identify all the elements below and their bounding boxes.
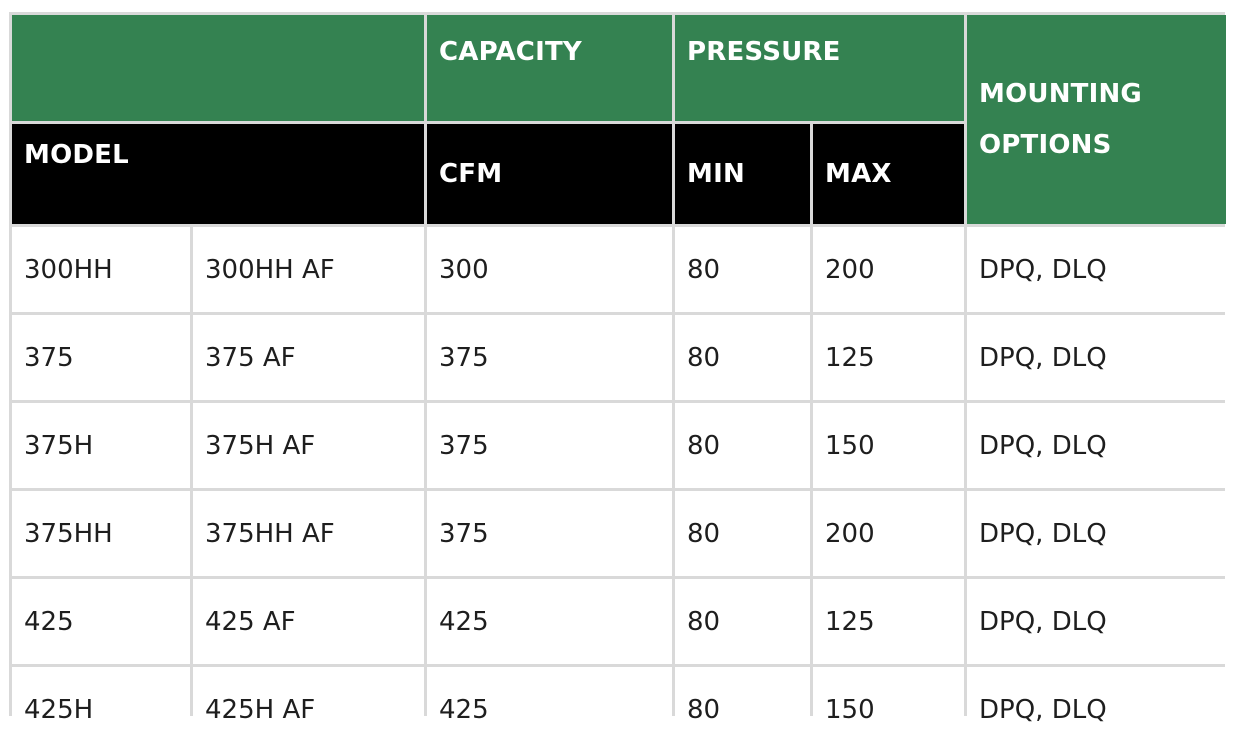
cell-mounting: DPQ, DLQ bbox=[967, 403, 1226, 488]
cell-min: 80 bbox=[675, 579, 810, 664]
cell-max: 125 bbox=[813, 315, 964, 400]
cell-max: 200 bbox=[813, 491, 964, 576]
cell-max: 200 bbox=[813, 227, 964, 312]
cell-min: 80 bbox=[675, 667, 810, 752]
specs-table: CAPACITY PRESSURE MOUNTING OPTIONS MODEL… bbox=[9, 12, 1229, 755]
cell-max: 150 bbox=[813, 667, 964, 752]
header-pressure: PRESSURE bbox=[675, 15, 964, 121]
cell-cfm: 375 bbox=[427, 403, 672, 488]
cell-min: 80 bbox=[675, 315, 810, 400]
cell-mounting: DPQ, DLQ bbox=[967, 227, 1226, 312]
cell-model: 425 bbox=[12, 579, 190, 664]
cell-model: 375HH bbox=[12, 491, 190, 576]
cell-model-af: 375H AF bbox=[193, 403, 424, 488]
cell-cfm: 425 bbox=[427, 579, 672, 664]
header-capacity: CAPACITY bbox=[427, 15, 672, 121]
cell-min: 80 bbox=[675, 403, 810, 488]
cell-cfm: 375 bbox=[427, 315, 672, 400]
cell-cfm: 375 bbox=[427, 491, 672, 576]
header-blank-cell bbox=[12, 15, 424, 121]
table-row: 375HH 375HH AF 375 80 200 DPQ, DLQ bbox=[12, 491, 1226, 576]
table-row: 375H 375H AF 375 80 150 DPQ, DLQ bbox=[12, 403, 1226, 488]
cell-model: 375H bbox=[12, 403, 190, 488]
cell-model-af: 425H AF bbox=[193, 667, 424, 752]
cell-model: 425H bbox=[12, 667, 190, 752]
header-cfm: CFM bbox=[427, 124, 672, 224]
cell-model-af: 425 AF bbox=[193, 579, 424, 664]
cell-mounting: DPQ, DLQ bbox=[967, 667, 1226, 752]
header-mounting-options: MOUNTING OPTIONS bbox=[967, 15, 1226, 224]
table-row: 375 375 AF 375 80 125 DPQ, DLQ bbox=[12, 315, 1226, 400]
cell-cfm: 425 bbox=[427, 667, 672, 752]
cell-mounting: DPQ, DLQ bbox=[967, 315, 1226, 400]
header-row-bottom: MODEL CFM MIN MAX bbox=[12, 124, 1226, 224]
header-max: MAX bbox=[813, 124, 964, 224]
cell-model-af: 300HH AF bbox=[193, 227, 424, 312]
specs-table-container: CAPACITY PRESSURE MOUNTING OPTIONS MODEL… bbox=[9, 12, 1226, 752]
table-row: 425 425 AF 425 80 125 DPQ, DLQ bbox=[12, 579, 1226, 664]
cell-min: 80 bbox=[675, 227, 810, 312]
table-row: 425H 425H AF 425 80 150 DPQ, DLQ bbox=[12, 667, 1226, 752]
header-row-top: CAPACITY PRESSURE MOUNTING OPTIONS bbox=[12, 15, 1226, 224]
cell-cfm: 300 bbox=[427, 227, 672, 312]
cell-model-af: 375 AF bbox=[193, 315, 424, 400]
cell-max: 150 bbox=[813, 403, 964, 488]
cell-model: 375 bbox=[12, 315, 190, 400]
cell-model: 300HH bbox=[12, 227, 190, 312]
cell-mounting: DPQ, DLQ bbox=[967, 579, 1226, 664]
cell-model-af: 375HH AF bbox=[193, 491, 424, 576]
table-row: 300HH 300HH AF 300 80 200 DPQ, DLQ bbox=[12, 227, 1226, 312]
cell-mounting: DPQ, DLQ bbox=[967, 491, 1226, 576]
cell-max: 125 bbox=[813, 579, 964, 664]
header-min: MIN bbox=[675, 124, 810, 224]
header-model: MODEL bbox=[12, 124, 424, 224]
cell-min: 80 bbox=[675, 491, 810, 576]
